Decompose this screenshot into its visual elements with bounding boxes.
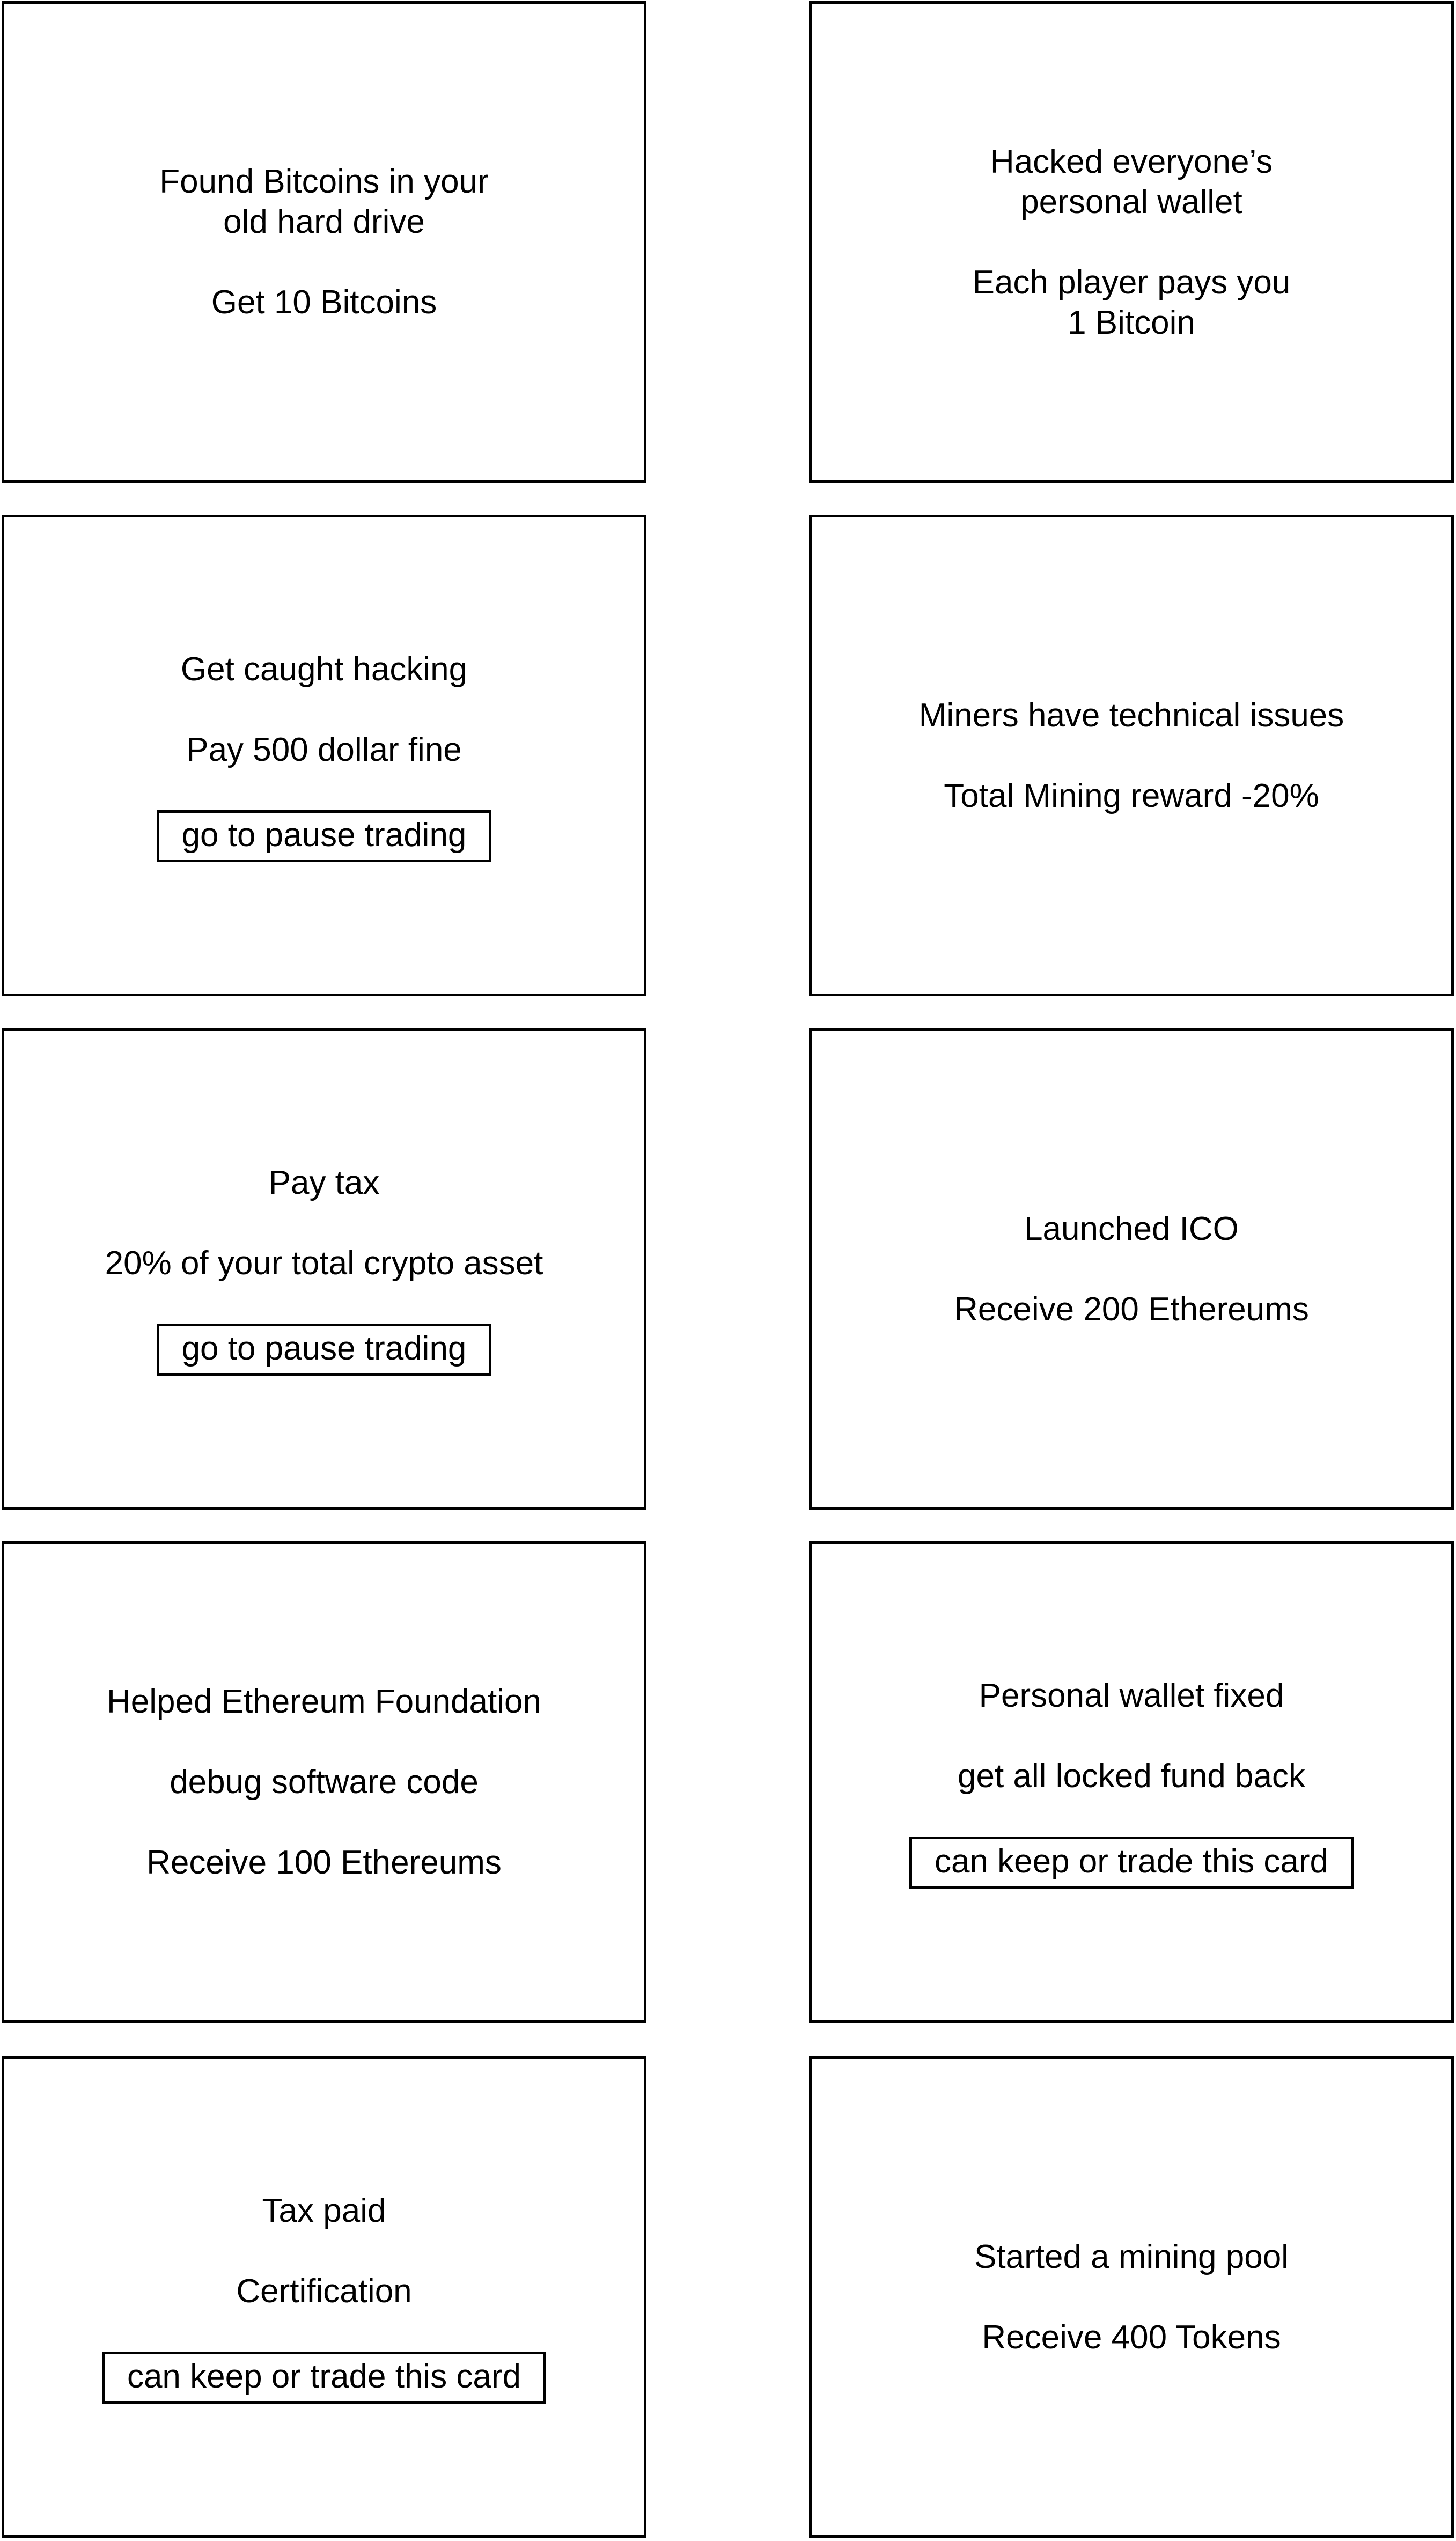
card-effect: 20% of your total crypto asset [105, 1244, 543, 1282]
card-text: Launched ICO [1024, 1210, 1239, 1247]
card-text: debug software code [170, 1763, 479, 1801]
card-text: Pay tax [268, 1164, 380, 1201]
card-text: old hard drive [223, 203, 425, 240]
card-text: Found Bitcoins in your [159, 163, 489, 200]
card-text: Miners have technical issues [918, 696, 1344, 734]
card-tax-paid[interactable]: Tax paid Certification can keep or trade… [2, 2056, 646, 2538]
card-text: Tax paid [262, 2192, 386, 2229]
card-effect: Receive 200 Ethereums [954, 1290, 1309, 1328]
card-text: Helped Ethereum Foundation [107, 1683, 541, 1720]
card-effect: get all locked fund back [958, 1757, 1305, 1795]
card-text: personal wallet [1020, 183, 1242, 221]
boxed-instruction: go to pause trading [156, 810, 492, 862]
card-wallet-fixed[interactable]: Personal wallet fixed get all locked fun… [809, 1541, 1454, 2023]
card-text: Hacked everyone’s [990, 143, 1273, 180]
card-effect: Each player pays you [972, 263, 1291, 301]
card-caught-hacking[interactable]: Get caught hacking Pay 500 dollar fine g… [2, 515, 646, 996]
card-hacked-wallets[interactable]: Hacked everyone’s personal wallet Each p… [809, 1, 1454, 483]
card-text: Started a mining pool [974, 2238, 1289, 2275]
card-mining-pool[interactable]: Started a mining pool Receive 400 Tokens [809, 2056, 1454, 2538]
card-text: Personal wallet fixed [979, 1677, 1284, 1714]
boxed-instruction: can keep or trade this card [909, 1836, 1354, 1889]
boxed-instruction: can keep or trade this card [101, 2351, 547, 2404]
card-text: Get caught hacking [180, 650, 468, 688]
card-launched-ico[interactable]: Launched ICO Receive 200 Ethereums [809, 1028, 1454, 1510]
card-found-bitcoins[interactable]: Found Bitcoins in your old hard drive Ge… [2, 1, 646, 483]
card-effect: 1 Bitcoin [1068, 304, 1195, 341]
card-effect: Get 10 Bitcoins [211, 284, 437, 321]
card-pay-tax[interactable]: Pay tax 20% of your total crypto asset g… [2, 1028, 646, 1510]
card-effect: Pay 500 dollar fine [186, 731, 462, 768]
card-text: Certification [236, 2272, 412, 2310]
card-helped-ethereum[interactable]: Helped Ethereum Foundation debug softwar… [2, 1541, 646, 2023]
card-effect: Receive 100 Ethereums [146, 1844, 502, 1881]
card-effect: Total Mining reward -20% [944, 777, 1319, 814]
card-miners-issues[interactable]: Miners have technical issues Total Minin… [809, 515, 1454, 996]
boxed-instruction: go to pause trading [156, 1323, 492, 1376]
card-effect: Receive 400 Tokens [982, 2318, 1281, 2356]
